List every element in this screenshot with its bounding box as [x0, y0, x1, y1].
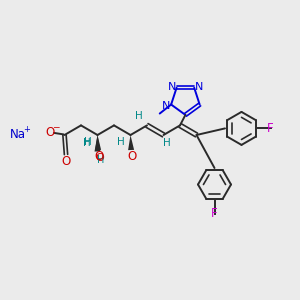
Text: O: O: [61, 154, 70, 168]
Text: N: N: [195, 82, 203, 92]
Text: H: H: [98, 154, 105, 165]
Polygon shape: [94, 135, 100, 152]
Text: H: H: [84, 136, 92, 147]
Text: O: O: [95, 153, 104, 164]
Text: H: H: [83, 138, 91, 148]
Text: O: O: [95, 150, 104, 163]
Text: F: F: [211, 207, 218, 220]
Text: O: O: [128, 150, 137, 163]
Text: O: O: [46, 125, 55, 139]
Text: Na: Na: [9, 128, 26, 141]
Text: +: +: [24, 125, 30, 134]
Text: N: N: [161, 101, 170, 111]
Text: H: H: [117, 136, 125, 147]
Polygon shape: [95, 135, 101, 150]
Text: F: F: [267, 122, 274, 135]
Text: N: N: [168, 82, 176, 92]
Text: H: H: [163, 138, 171, 148]
Polygon shape: [128, 135, 134, 150]
Text: H: H: [135, 111, 142, 122]
Text: −: −: [52, 122, 59, 131]
